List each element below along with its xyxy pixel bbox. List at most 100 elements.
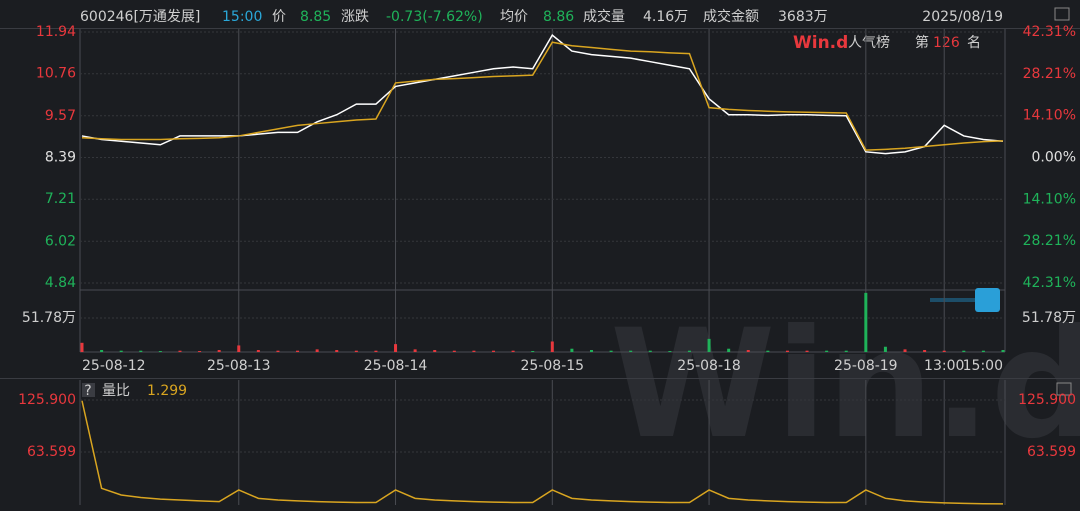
y2-tick-label: 42.31% bbox=[1023, 275, 1076, 291]
icon[interactable] bbox=[1056, 382, 1072, 396]
volume-bar bbox=[100, 350, 104, 352]
volume-bar bbox=[981, 350, 985, 352]
label: 价 bbox=[272, 9, 286, 25]
volume-bar bbox=[394, 344, 398, 352]
border bbox=[0, 28, 1080, 29]
volume-bar bbox=[433, 350, 437, 352]
label: 均价 bbox=[500, 9, 528, 25]
y-tick-label: 6.02 bbox=[45, 233, 76, 249]
volume-bar bbox=[511, 350, 515, 352]
avg: 8.86 bbox=[543, 9, 574, 25]
volume-bar bbox=[256, 350, 260, 352]
volume-bar bbox=[687, 350, 691, 352]
volume-bar bbox=[315, 349, 319, 352]
volume-bar bbox=[531, 351, 535, 352]
volume-bar bbox=[492, 350, 496, 352]
volume-bar bbox=[472, 350, 476, 352]
volume-bar bbox=[139, 350, 143, 352]
y-tick-label: 51.78万 bbox=[22, 310, 76, 326]
volume-bar bbox=[883, 346, 887, 352]
x-tick-label: 15:00 bbox=[963, 358, 1003, 374]
line bbox=[81, 400, 1004, 505]
volume-bar bbox=[452, 350, 456, 352]
x-tick-label: 25-08-12 bbox=[82, 358, 146, 374]
line bbox=[81, 41, 1004, 151]
rank-label: 人气榜 bbox=[848, 34, 890, 51]
volume-bar bbox=[805, 350, 809, 352]
volume-bar bbox=[80, 342, 84, 352]
help[interactable]: ? bbox=[84, 383, 91, 399]
volume-bar bbox=[942, 350, 946, 352]
volume-bar bbox=[785, 350, 789, 352]
watermark: Win.d bbox=[610, 298, 1080, 472]
y-tick-label: 4.84 bbox=[45, 275, 76, 291]
label: 涨跌 bbox=[341, 9, 369, 25]
x-tick-label: 25-08-13 bbox=[207, 358, 271, 374]
volume-bar bbox=[570, 348, 574, 352]
volume-bar bbox=[276, 350, 280, 352]
y-tick-label: 9.57 bbox=[45, 108, 76, 124]
rank-prefix: 第 bbox=[915, 34, 929, 51]
volume-bar bbox=[766, 350, 770, 352]
icon[interactable] bbox=[975, 288, 1000, 312]
volume-bar bbox=[903, 349, 907, 352]
volume-bar bbox=[589, 350, 593, 352]
y2-tick-label: 51.78万 bbox=[1022, 310, 1076, 326]
label: 成交量 bbox=[583, 8, 625, 25]
volume-bar bbox=[825, 350, 829, 352]
y2-tick-label: 28.21% bbox=[1023, 233, 1076, 249]
ratio-value: 1.299 bbox=[147, 383, 187, 399]
y-tick-label: 11.94 bbox=[36, 24, 76, 40]
y2-tick-label: 42.31% bbox=[1023, 24, 1076, 40]
icon bbox=[930, 298, 975, 302]
y2-tick-label: 14.10% bbox=[1023, 108, 1076, 124]
volume-bar bbox=[844, 350, 848, 352]
volume-bar bbox=[864, 292, 868, 352]
brand: Win.d bbox=[793, 33, 848, 53]
price: 8.85 bbox=[300, 9, 331, 25]
volume-bar bbox=[550, 341, 554, 352]
volume-bar bbox=[237, 345, 241, 352]
volume-bar bbox=[374, 350, 378, 352]
volume-bar bbox=[335, 350, 339, 352]
volume-bar bbox=[923, 350, 927, 352]
y-tick-label: 10.76 bbox=[36, 66, 76, 82]
date: 2025/08/19 bbox=[922, 9, 1003, 25]
volume-bar bbox=[217, 350, 221, 352]
y-tick-label: 125.900 bbox=[18, 392, 76, 408]
volume-bar bbox=[629, 350, 633, 352]
border bbox=[0, 378, 1080, 379]
x-tick-label: 25-08-15 bbox=[521, 358, 585, 374]
volume-bar bbox=[727, 348, 731, 352]
y-tick-label: 63.599 bbox=[27, 444, 76, 460]
volume-bar bbox=[158, 351, 162, 352]
rank: 126 bbox=[933, 35, 960, 51]
change: -0.73(-7.62%) bbox=[386, 9, 483, 25]
y-tick-label: 8.39 bbox=[45, 150, 76, 166]
y2-tick-label: 63.599 bbox=[1027, 444, 1076, 460]
icon[interactable] bbox=[1054, 7, 1070, 21]
volume-bar bbox=[178, 350, 182, 352]
y-tick-label: 7.21 bbox=[45, 191, 76, 207]
volume-bar bbox=[668, 351, 672, 352]
volume-bar bbox=[609, 350, 613, 352]
volume-bar bbox=[413, 349, 417, 352]
time: 15:00 bbox=[222, 9, 262, 25]
rank-suffix: 名 bbox=[967, 35, 981, 51]
volume-bar bbox=[296, 350, 300, 352]
volume-bar bbox=[1001, 350, 1005, 352]
volume-bar bbox=[648, 350, 652, 352]
volume-bar bbox=[746, 350, 750, 352]
volume-bar bbox=[354, 350, 358, 352]
volume-bar bbox=[198, 351, 202, 352]
volume: 4.16万 bbox=[643, 9, 688, 25]
x-tick-label: 25-08-19 bbox=[834, 358, 898, 374]
code: 600246[万通发展] bbox=[80, 9, 200, 25]
volume-bar bbox=[962, 350, 966, 352]
ratio-title: 量比 bbox=[102, 383, 130, 399]
x-tick-label: 25-08-14 bbox=[364, 358, 428, 374]
help-box[interactable] bbox=[82, 383, 95, 397]
